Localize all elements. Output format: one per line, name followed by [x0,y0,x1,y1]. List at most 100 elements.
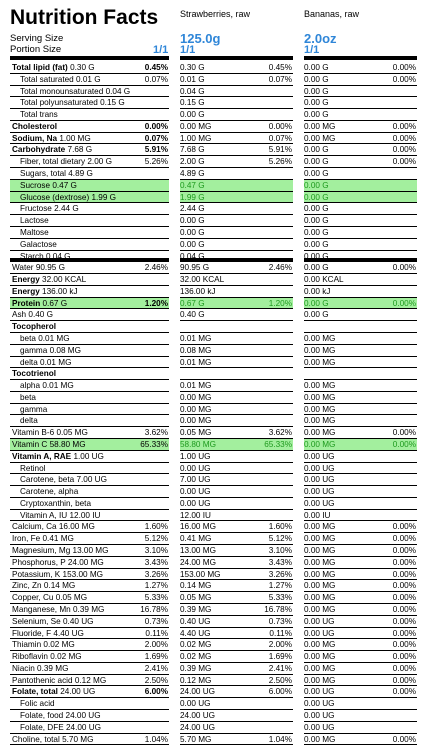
nutrient-label-cell: Magnesium, Mg 13.00 MG 3.10% [10,545,169,557]
percent-strawberries: 1.20% [268,298,292,308]
nutrient-amount: 0.05 MG [55,593,88,603]
nutrient-label-cell: Glucose (dextrose) 1.99 G [10,191,169,204]
percent-strawberries: 2.50% [268,675,292,685]
nutrient-name: Folate, food 24.00 UG [20,710,101,721]
nutrient-row: Total monounsaturated 0.04 G 0.04 G 0.00 G [0,86,422,98]
header-divider-0 [10,56,169,60]
percent-strawberries: 6.00% [268,687,292,697]
percent-strawberries: 2.46% [268,263,292,273]
nutrient-label-cell: Tocopherol [10,321,169,333]
value-cell-strawberries: 0.04 G [180,86,293,98]
nutrient-row: gamma 0.08 MG 0.08 MG 0.00 MG [0,345,422,357]
nutrient-row: Vitamin C 58.80 MG 65.33% 58.80 MG 65.33% 0.… [0,439,422,451]
nutrient-row: Magnesium, Mg 13.00 MG 3.10% 13.00 MG 3.10%… [0,545,422,557]
percent-bananas: 0.00% [392,263,416,273]
nutrient-label-cell: Calcium, Ca 16.00 MG 1.60% [10,521,169,534]
nutrient-amount: 1.99 G [91,192,117,202]
value-strawberries: 16.00 MG [180,522,216,532]
nutrient-percent: 1.69% [144,652,168,662]
nutrient-name-text: Niacin [12,663,35,673]
value-cell-bananas: 0.00 G [304,227,417,239]
value-cell-bananas: 0.00 G [304,168,417,180]
nutrient-name-text: Tocopherol [12,322,56,332]
serving-size-label: Serving Size [10,33,64,44]
value-bananas: 0.00 MG [304,416,336,426]
nutrient-label-cell: Folate, total 24.00 UG 6.00% [10,686,169,699]
value-cell-bananas: 0.00 G [304,239,417,251]
percent-bananas: 0.00% [392,687,416,697]
nutrient-name-text: Zinc, Zn [12,581,42,591]
value-strawberries: 0.00 G [180,216,205,226]
serving-size-bananas[interactable]: 2.0oz [304,31,337,46]
nutrient-row: Glucose (dextrose) 1.99 G 1.99 G 0.00 G [0,191,422,204]
percent-bananas: 0.00% [392,604,416,614]
value-cell-strawberries: 24.00 UG 6.00% [180,686,293,699]
food-name-bananas: Bananas, raw [304,9,360,19]
value-bananas: 0.00 UG [304,616,335,626]
value-bananas: 0.00 UG [304,699,335,709]
percent-strawberries: 1.60% [268,522,292,532]
value-cell-bananas: 0.00 G [304,309,417,322]
percent-strawberries: 5.26% [268,157,292,167]
nutrient-label-cell: Riboflavin 0.02 MG 1.69% [10,651,169,663]
value-strawberries: 12.00 IU [180,510,211,520]
value-bananas: 0.00 G [304,98,329,108]
value-bananas: 0.00 UG [304,487,335,497]
nutrient-label-cell: Cryptoxanthin, beta [10,498,169,510]
nutrient-percent: 16.78% [140,604,168,614]
nutrient-name-text: Calcium, Ca [12,522,57,532]
nutrient-name-text: Maltose [20,227,49,237]
value-cell-strawberries: 2.00 G 5.26% [180,156,293,169]
value-bananas: 0.00 UG [304,463,335,473]
value-strawberries: 5.70 MG [180,734,212,744]
value-cell-strawberries: 0.08 MG [180,345,293,357]
portion-ratio-strawberries[interactable]: 1/1 [180,44,196,56]
value-strawberries: 0.00 G [180,239,205,249]
value-bananas: 0.00 MG [304,663,336,673]
value-cell-bananas: 0.00 UG [304,722,417,734]
nutrient-name-text: Manganese, Mn [12,604,71,614]
value-strawberries: 0.39 MG [180,663,212,673]
nutrient-row: Vitamin A, IU 12.00 IU 12.00 IU 0.00 IU [0,510,422,522]
nutrient-row: Phosphorus, P 24.00 MG 3.43% 24.00 MG 3.43%… [0,557,422,569]
value-strawberries: 24.00 MG [180,557,216,567]
nutrient-percent: 1.04% [144,734,168,744]
nutrient-row: Total lipid (fat) 0.30 G 0.45% 0.30 G 0.45%… [0,62,422,74]
nutrient-name-text: Vitamin C [12,440,48,449]
value-cell-bananas: 0.00 G [304,191,417,204]
nutrient-amount: 0.02 MG [50,652,82,662]
value-cell-strawberries: 13.00 MG 3.10% [180,545,293,557]
nutrient-name-text: Riboflavin [12,652,48,662]
value-strawberries: 24.00 UG [180,687,216,697]
nutrient-label-cell: beta [10,392,169,404]
nutrient-name: Folate, DFE 24.00 UG [20,722,101,733]
nutrient-name: delta [20,415,38,426]
nutrient-name: Phosphorus, P 24.00 MG [12,557,104,568]
nutrient-amount: 0.40 G [28,310,53,320]
nutrient-name: Vitamin C 58.80 MG [12,439,86,450]
nutrient-name: Galactose [20,239,57,250]
nutrient-label-cell: Vitamin A, RAE 1.00 UG [10,451,169,463]
serving-size-strawberries[interactable]: 125.0g [180,31,221,46]
portion-ratio-base[interactable]: 1/1 [153,44,169,56]
value-cell-strawberries: 0.12 MG 2.50% [180,675,293,687]
nutrient-name-text: Choline, total [12,734,60,744]
nutrient-amount: 0.08 MG [49,345,81,355]
nutrient-percent: 3.62% [144,428,168,438]
percent-bananas: 0.00% [392,63,416,72]
nutrient-row: Pantothenic acid 0.12 MG 2.50% 0.12 MG 2.50… [0,675,422,687]
nutrient-label-cell: Vitamin A, IU 12.00 IU [10,510,169,522]
nutrient-name-text: Fructose [20,204,52,214]
nutrient-name: beta 0.01 MG [20,333,70,344]
portion-ratio-bananas[interactable]: 1/1 [304,44,320,56]
nutrient-name-text: Pantothenic acid [12,675,73,685]
nutrient-name-text: Water [12,263,34,273]
value-bananas: 0.00 G [304,74,329,84]
nutrient-percent: 2.00% [144,640,168,650]
nutrient-row: Total trans 0.00 G 0.00 G [0,109,422,121]
nutrient-amount: 153.00 MG [62,569,104,579]
percent-strawberries: 0.45% [268,63,292,72]
nutrient-percent: 0.11% [145,628,168,638]
value-cell-strawberries: 0.01 MG [180,357,293,369]
nutrient-label-cell: Sugars, total 4.89 G [10,168,169,180]
